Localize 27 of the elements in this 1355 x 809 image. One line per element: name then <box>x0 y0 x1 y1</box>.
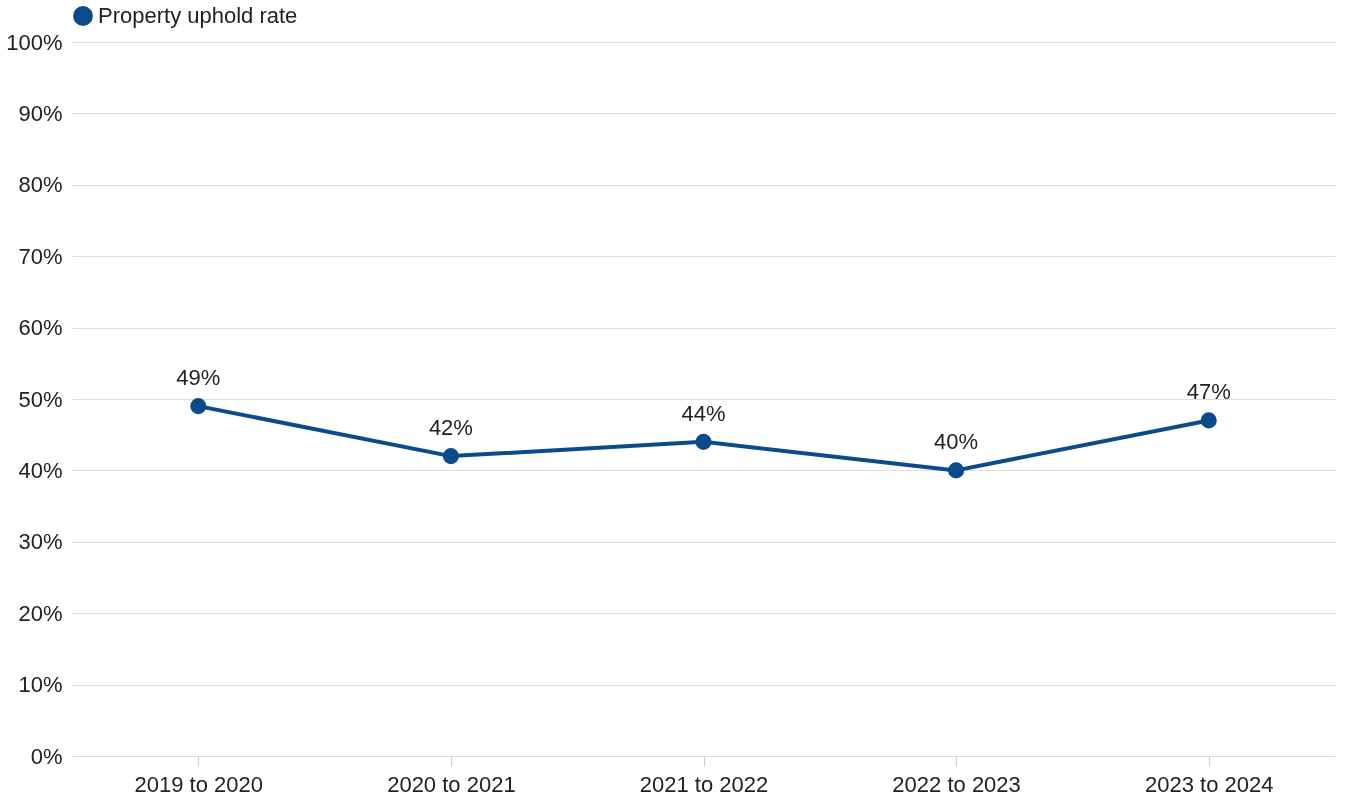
point <box>948 462 965 479</box>
y-tick-label: 30% <box>18 529 63 555</box>
y-tick-label: 90% <box>18 100 63 126</box>
y-tick-label: 100% <box>6 29 63 55</box>
y-tick-label: 60% <box>18 315 63 341</box>
data-label: 40% <box>934 429 979 455</box>
y-tick-label: 10% <box>18 672 63 698</box>
point <box>1200 412 1217 429</box>
x-tick-label: 2022 to 2023 <box>892 771 1021 797</box>
x-tick-label: 2023 to 2024 <box>1144 771 1274 797</box>
y-tick-label: 20% <box>18 600 63 626</box>
data-label: 47% <box>1186 379 1231 405</box>
y-tick-label: 80% <box>18 172 63 198</box>
data-label: 42% <box>428 415 473 441</box>
x-tick-label: 2019 to 2020 <box>134 771 264 797</box>
point <box>442 448 459 465</box>
point <box>695 433 712 450</box>
y-tick-label: 0% <box>30 743 63 769</box>
y-tick-label: 40% <box>18 457 63 483</box>
point <box>190 398 207 415</box>
y-tick-label: 50% <box>18 386 63 412</box>
x-tick-label: 2020 to 2021 <box>387 771 516 797</box>
x-tick-label: 2021 to 2022 <box>639 771 769 797</box>
legend-label: Property uphold rate <box>98 3 298 28</box>
y-tick-label: 70% <box>18 243 63 269</box>
data-label: 44% <box>681 400 726 426</box>
data-label: 49% <box>176 365 221 391</box>
